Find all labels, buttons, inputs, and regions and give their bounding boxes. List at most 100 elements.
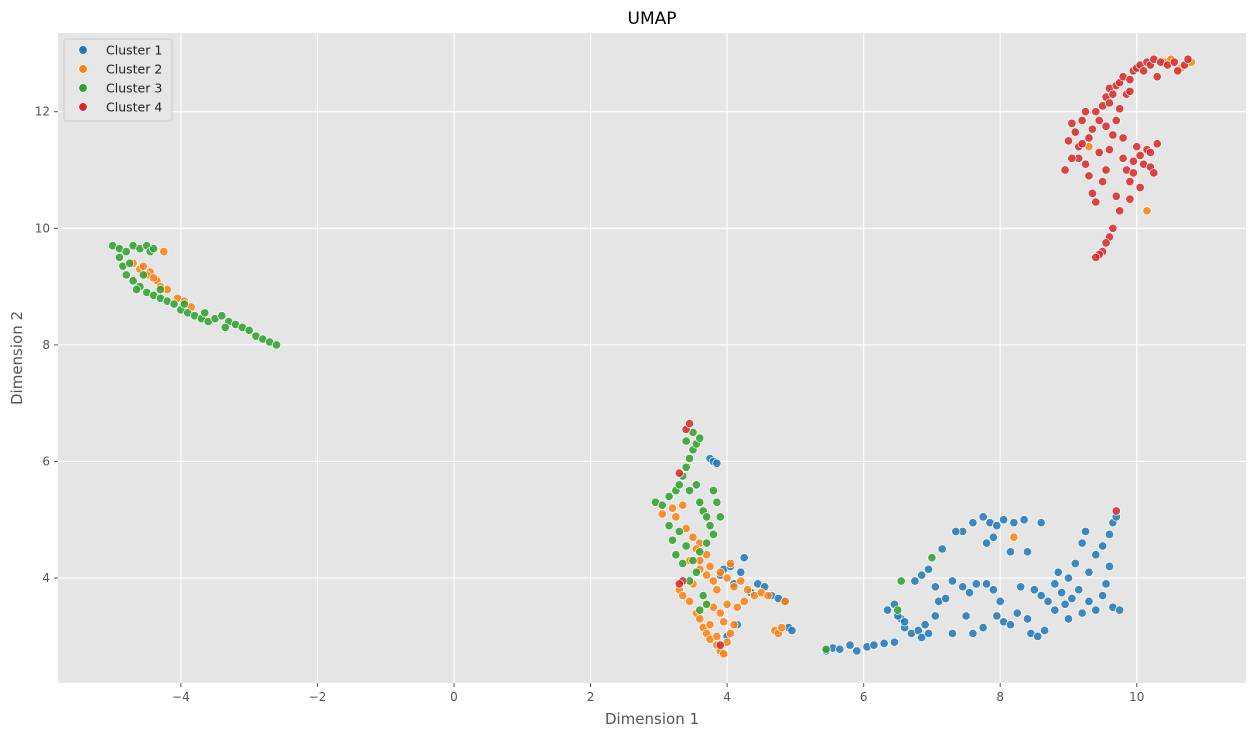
grid-lines <box>58 33 1246 683</box>
data-point <box>1036 518 1046 528</box>
data-point <box>1084 596 1094 606</box>
data-point <box>732 602 742 612</box>
data-point <box>869 640 879 650</box>
data-point <box>988 532 998 542</box>
data-point <box>678 558 688 569</box>
data-point <box>964 588 975 598</box>
data-point <box>131 284 142 295</box>
data-point <box>941 593 951 604</box>
data-point <box>702 512 712 522</box>
legend-marker <box>78 102 88 112</box>
data-point <box>138 270 148 280</box>
data-point <box>705 561 715 571</box>
data-point <box>664 491 674 502</box>
data-point <box>988 585 998 595</box>
data-point <box>1101 579 1111 589</box>
data-point <box>1104 98 1114 108</box>
data-point <box>736 576 746 586</box>
data-point <box>1139 66 1149 76</box>
data-point <box>1022 614 1033 624</box>
data-point <box>982 579 992 589</box>
data-point <box>780 596 790 606</box>
data-point <box>691 480 701 490</box>
data-point <box>1149 168 1159 178</box>
data-point <box>1152 72 1162 82</box>
data-point <box>674 480 684 490</box>
legend-marker <box>78 45 88 55</box>
data-point <box>1104 529 1114 539</box>
data-point <box>1108 223 1118 233</box>
data-point <box>1135 182 1145 193</box>
x-tick-label: 2 <box>587 690 595 704</box>
data-point <box>883 605 893 615</box>
data-point <box>725 628 736 638</box>
y-tick-label: 10 <box>35 221 50 235</box>
data-point <box>702 538 712 548</box>
data-point <box>715 640 725 650</box>
data-point <box>664 521 674 531</box>
data-point <box>712 497 722 507</box>
x-tick-label: −2 <box>309 690 327 704</box>
data-point <box>1115 206 1125 216</box>
data-point <box>1074 585 1084 595</box>
data-point <box>971 579 981 589</box>
data-point <box>1091 107 1101 117</box>
data-point <box>1115 104 1125 114</box>
data-point <box>1098 541 1108 551</box>
data-point <box>1019 515 1029 525</box>
data-point <box>1108 89 1118 99</box>
legend-box <box>63 38 173 122</box>
scatter-points <box>108 54 1196 659</box>
data-point <box>1128 156 1138 166</box>
data-point <box>179 299 189 309</box>
data-point <box>852 646 862 656</box>
data-point <box>1009 518 1019 528</box>
data-point <box>1118 153 1128 163</box>
data-point <box>968 518 978 528</box>
axis-ticks: −4 −2 0 2 4 6 8 10 4 6 8 10 12 <box>35 105 1145 704</box>
data-point <box>835 644 845 654</box>
data-point <box>1060 599 1070 609</box>
data-point <box>705 620 715 630</box>
data-point <box>879 638 889 648</box>
x-tick-label: 0 <box>450 690 458 704</box>
data-point <box>695 547 705 557</box>
data-point <box>1009 532 1019 542</box>
data-point <box>1084 567 1094 577</box>
data-point <box>1057 588 1067 598</box>
data-point <box>1012 608 1022 618</box>
data-point <box>739 596 749 606</box>
data-point <box>685 454 695 464</box>
data-point <box>1077 139 1087 149</box>
data-point <box>1108 130 1118 140</box>
data-point <box>1125 75 1135 85</box>
data-point <box>729 582 739 592</box>
data-point <box>1091 252 1101 262</box>
data-point <box>1118 133 1128 143</box>
legend: Cluster 1 Cluster 2 Cluster 3 Cluster 4 <box>63 38 173 122</box>
data-point <box>1125 194 1135 204</box>
data-point <box>695 497 705 507</box>
data-point <box>1040 625 1050 636</box>
data-point <box>917 570 927 580</box>
data-point <box>1084 171 1094 181</box>
data-point <box>657 500 667 510</box>
y-tick-label: 4 <box>42 571 50 585</box>
y-tick-label: 6 <box>42 454 50 468</box>
data-point <box>220 322 230 332</box>
data-point <box>674 579 684 589</box>
data-point <box>1101 165 1111 175</box>
data-point <box>1081 526 1091 536</box>
y-axis-label: Dimension 2 <box>8 311 26 405</box>
data-point <box>777 623 787 633</box>
data-point <box>657 509 667 519</box>
data-point <box>1043 596 1053 606</box>
data-point <box>121 270 131 280</box>
data-point <box>715 567 725 577</box>
data-point <box>937 544 947 554</box>
data-point <box>708 529 718 539</box>
data-point <box>1111 506 1121 516</box>
data-point <box>978 512 988 522</box>
data-point <box>1125 86 1135 96</box>
data-point <box>1091 197 1101 207</box>
